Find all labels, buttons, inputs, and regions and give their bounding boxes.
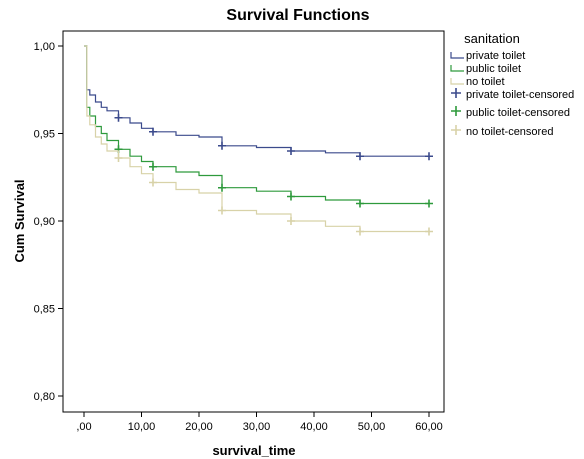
series-line-2 — [84, 45, 429, 205]
censor-mark — [218, 141, 226, 150]
series-layer — [84, 45, 433, 236]
x-tick-label: 50,00 — [358, 421, 386, 433]
plot-frame — [62, 30, 445, 413]
legend-label: private toilet-censored — [466, 89, 574, 101]
legend-label: public toilet-censored — [466, 107, 570, 119]
x-tick-label: 10,00 — [128, 421, 156, 433]
legend-swatch-line — [450, 78, 464, 85]
censor-mark — [356, 152, 364, 161]
censor-mark — [149, 162, 157, 171]
x-tick-label: ,00 — [76, 421, 91, 433]
legend-title: sanitation — [464, 31, 520, 46]
censor-mark — [356, 227, 364, 236]
censor-mark — [425, 199, 433, 208]
censor-mark — [218, 206, 226, 215]
legend-label: no toilet-censored — [466, 126, 553, 138]
x-tick-label: 60,00 — [415, 421, 443, 433]
legend-swatch-line — [450, 52, 464, 59]
legend-swatch-censor — [451, 125, 461, 135]
legend-swatch-censor — [451, 106, 461, 116]
censor-mark — [114, 113, 123, 122]
legend-swatch-line — [450, 65, 464, 72]
y-tick-label: 0,80 — [34, 391, 55, 403]
censor-mark — [287, 217, 295, 225]
y-axis-title: Cum Survival — [12, 179, 27, 262]
censor-mark — [287, 147, 295, 155]
legend-label: no toilet — [466, 76, 505, 88]
legend-label: public toilet — [466, 63, 521, 75]
censor-mark — [356, 199, 364, 208]
x-axis-title: survival_time — [212, 443, 295, 458]
chart-title: Survival Functions — [226, 7, 369, 24]
y-tick-label: 0,85 — [34, 304, 55, 316]
x-tick-label: 40,00 — [300, 421, 328, 433]
censor-mark — [425, 152, 433, 161]
censor-mark — [218, 183, 226, 192]
x-axis-ticks: ,00 10,00 20,00 30,00 40,00 50,00 60,00 — [76, 412, 443, 433]
censor-mark — [114, 154, 123, 162]
y-axis-ticks: 1,00 0,95 0,90 0,85 0,80 — [34, 41, 63, 403]
series-line-1 — [84, 45, 429, 157]
y-tick-label: 0,90 — [34, 216, 55, 228]
series-line-3 — [84, 45, 429, 233]
y-tick-label: 1,00 — [34, 41, 55, 53]
censor-mark — [425, 227, 433, 236]
censor-mark — [149, 127, 157, 136]
legend-label: private toilet — [466, 50, 525, 62]
x-tick-label: 30,00 — [243, 421, 271, 433]
censor-mark — [287, 192, 295, 201]
censor-mark — [149, 178, 157, 187]
legend-swatch-censor — [451, 88, 461, 98]
y-tick-label: 0,95 — [34, 129, 55, 141]
x-tick-label: 20,00 — [185, 421, 213, 433]
